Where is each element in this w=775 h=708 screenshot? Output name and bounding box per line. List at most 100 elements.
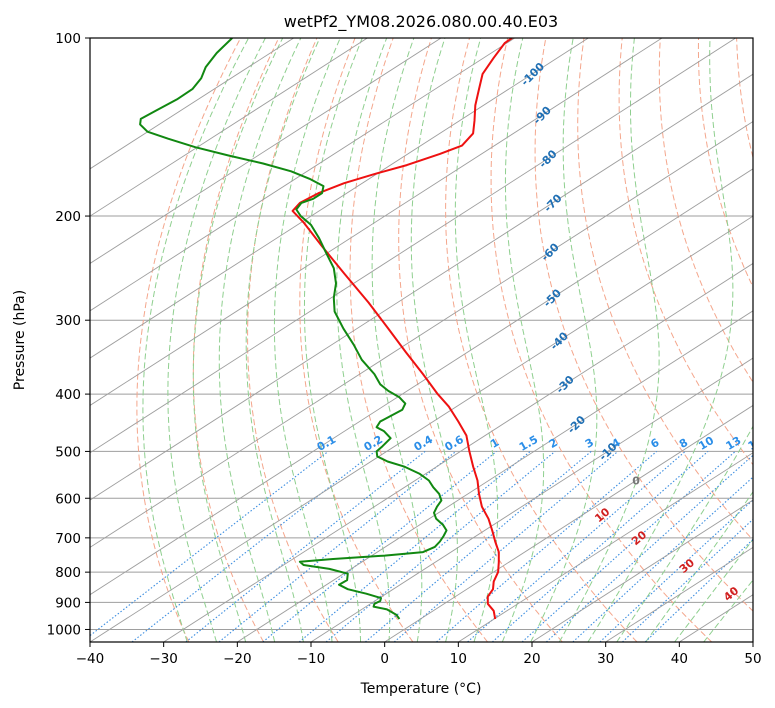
isotherm-line xyxy=(237,310,753,642)
isotherm-line xyxy=(752,641,753,642)
isotherm-line xyxy=(90,73,753,501)
mixing-ratio-line xyxy=(131,450,376,642)
x-tick-label: 30 xyxy=(597,651,614,667)
mixing-ratio-label: 13 xyxy=(724,434,744,453)
mixing-ratio-label: 20 xyxy=(770,434,775,453)
moist-adiabat xyxy=(167,38,266,642)
moist-adiabat xyxy=(245,38,321,642)
x-tick-label: 10 xyxy=(450,651,467,667)
x-axis-ticks: −40 −30 −20 −10 0 10 20 30 40 50 xyxy=(76,642,762,667)
isotherm-label: -90 xyxy=(531,104,554,127)
moist-adiabat xyxy=(410,38,458,642)
y-axis-label: Pressure (hPa) xyxy=(12,290,28,390)
y-tick-label: 700 xyxy=(55,531,81,547)
mixing-ratio-label: 10 xyxy=(696,434,716,453)
y-tick-label: 900 xyxy=(55,595,81,611)
mixing-ratio-line xyxy=(90,450,329,637)
dry-adiabat xyxy=(490,38,713,642)
mixing-ratio-label: 16 xyxy=(746,434,766,453)
isotherm-label: -50 xyxy=(541,286,564,309)
moist-adiabat xyxy=(645,490,753,642)
mixing-ratio-line xyxy=(218,450,457,642)
isotherm-label: -100 xyxy=(518,60,547,89)
dry-adiabat xyxy=(136,38,242,642)
mixing-ratio-label: 0.6 xyxy=(442,433,466,454)
y-axis-ticks: 100 200 300 400 500 600 700 800 900 1000 xyxy=(47,31,90,638)
isotherm-line xyxy=(90,120,753,548)
chart-title: wetPf2_YM08.2026.080.00.40.E03 xyxy=(284,12,558,32)
isotherm-label: -40 xyxy=(548,329,571,352)
isobar-grid xyxy=(90,38,753,630)
dry-adiabat xyxy=(398,38,563,642)
isotherm-line xyxy=(90,38,368,217)
x-axis-label: Temperature (°C) xyxy=(360,681,482,697)
x-tick-label: −10 xyxy=(297,651,326,667)
isotherm-grid xyxy=(90,38,753,642)
mixing-ratio-label: 2 xyxy=(547,436,560,451)
x-tick-label: 40 xyxy=(671,651,688,667)
isotherm-line xyxy=(384,404,753,642)
isotherm-line xyxy=(679,594,753,642)
isotherm-line xyxy=(90,38,442,264)
isotherm-line xyxy=(90,168,753,596)
mixing-ratio-line xyxy=(436,450,658,642)
isotherm-line xyxy=(90,38,663,406)
plot-area: 0.10.20.40.611.52346810131620253036-100-… xyxy=(90,38,775,642)
dewpoint-profile-line xyxy=(139,38,448,620)
y-tick-label: 100 xyxy=(55,31,81,47)
mixing-ratio-line xyxy=(325,450,556,642)
moist-adiabat xyxy=(336,38,391,642)
x-tick-label: −30 xyxy=(149,651,178,667)
mixing-ratio-label: 8 xyxy=(677,436,690,451)
dry-adiabat xyxy=(618,38,753,466)
moist-adiabat xyxy=(587,38,734,642)
dry-adiabat xyxy=(658,38,753,384)
mixing-ratio-line xyxy=(364,450,592,642)
y-tick-label: 500 xyxy=(55,444,81,460)
moist-adiabat xyxy=(558,38,660,642)
y-tick-label: 800 xyxy=(55,565,81,581)
mixing-ratio-line xyxy=(298,450,531,642)
mixing-ratio-line xyxy=(467,450,686,642)
freezing-level-label: 0 xyxy=(632,475,640,488)
theta-label: 10 xyxy=(592,505,612,525)
dry-adiabat xyxy=(192,38,280,642)
dry-adiabat xyxy=(736,38,753,160)
dry-adiabat xyxy=(697,38,753,289)
isotherm-label: -20 xyxy=(565,413,588,436)
theta-label: 40 xyxy=(721,584,741,604)
isotherm-label: -60 xyxy=(539,240,562,263)
temperature-profile-line xyxy=(291,38,513,620)
moist-adiabat xyxy=(674,538,753,642)
dry-adiabat xyxy=(534,38,753,612)
isotherm-label: -30 xyxy=(554,373,577,396)
isotherm-line xyxy=(90,38,589,359)
mixing-ratio-line xyxy=(599,499,753,642)
moist-adiabats xyxy=(142,38,753,642)
isotherm-label: -80 xyxy=(536,147,559,170)
isotherm-line xyxy=(163,262,753,642)
x-tick-label: 0 xyxy=(380,651,389,667)
moist-adiabat xyxy=(142,38,250,642)
moist-adiabat xyxy=(303,38,363,642)
x-tick-label: 20 xyxy=(523,651,540,667)
moist-adiabat xyxy=(616,425,753,642)
moist-adiabat xyxy=(192,38,284,642)
plot-frame xyxy=(89,37,754,643)
mixing-ratio-line xyxy=(262,450,497,642)
mixing-ratio-line xyxy=(572,476,753,642)
x-tick-label: −20 xyxy=(223,651,252,667)
y-tick-label: 200 xyxy=(55,209,81,225)
dry-adiabat xyxy=(247,38,339,642)
mixing-ratio-label: 0.4 xyxy=(412,433,436,454)
x-tick-label: 50 xyxy=(744,651,761,667)
mixing-ratio-label: 3 xyxy=(583,436,596,451)
moist-adiabat xyxy=(454,38,499,642)
mixing-ratio-line xyxy=(644,538,753,642)
isotherm-label: -70 xyxy=(541,191,564,214)
isotherm-line xyxy=(90,38,294,170)
mixing-ratio-label: 1.5 xyxy=(517,433,540,454)
dry-adiabat xyxy=(445,38,638,642)
mixing-ratio-label: 6 xyxy=(648,436,661,451)
